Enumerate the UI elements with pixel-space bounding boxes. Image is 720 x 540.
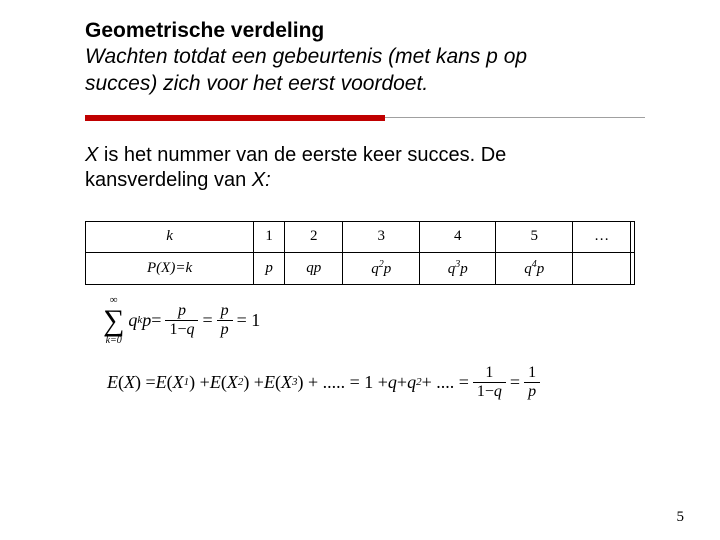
- cell-k: k: [86, 221, 254, 252]
- subtitle-line1: Wachten totdat een gebeurtenis (met kans…: [85, 45, 527, 68]
- page-number: 5: [677, 509, 685, 526]
- cell: [631, 252, 635, 284]
- cell: [631, 221, 635, 252]
- cell: qp: [285, 252, 343, 284]
- fraction: p 1−q: [165, 302, 198, 339]
- cell-pxk: P(X)=k: [86, 252, 254, 284]
- cell: p: [254, 252, 285, 284]
- divider-gray: [385, 117, 645, 118]
- sigma-icon: ∞ ∑ k=0: [103, 295, 124, 346]
- var-x2: X:: [252, 169, 271, 191]
- cell: …: [573, 221, 631, 252]
- cell: q3p: [419, 252, 496, 284]
- fraction: 1 1−q: [473, 364, 506, 401]
- cell: 1: [254, 221, 285, 252]
- para-mid: is het nummer van de eerste keer succes.…: [85, 144, 506, 191]
- divider: [85, 115, 635, 121]
- expectation-formula: E(X) = E(X1) + E(X2) + E(X3) + ..... = 1…: [107, 364, 635, 401]
- sum-formula: ∞ ∑ k=0 qk p = p 1−q = p p = 1: [103, 295, 635, 346]
- subtitle-line2: succes) zich voor het eerst voordoet.: [85, 72, 428, 95]
- cell: 2: [285, 221, 343, 252]
- distribution-table: k 1 2 3 4 5 … P(X)=k p qp q2p q3p q4p: [85, 221, 635, 285]
- table-row: P(X)=k p qp q2p q3p q4p: [86, 252, 635, 284]
- table-row: k 1 2 3 4 5 …: [86, 221, 635, 252]
- var-x: X: [85, 144, 98, 166]
- page-subtitle: Wachten totdat een gebeurtenis (met kans…: [85, 44, 635, 97]
- description-paragraph: X is het nummer van de eerste keer succe…: [85, 143, 635, 193]
- cell: [573, 252, 631, 284]
- cell: 5: [496, 221, 573, 252]
- cell: 4: [419, 221, 496, 252]
- fraction: p p: [217, 302, 233, 339]
- cell: 3: [343, 221, 420, 252]
- cell: q2p: [343, 252, 420, 284]
- cell: q4p: [496, 252, 573, 284]
- fraction: 1 p: [524, 364, 540, 401]
- divider-accent: [85, 115, 385, 121]
- page-title: Geometrische verdeling: [85, 18, 635, 44]
